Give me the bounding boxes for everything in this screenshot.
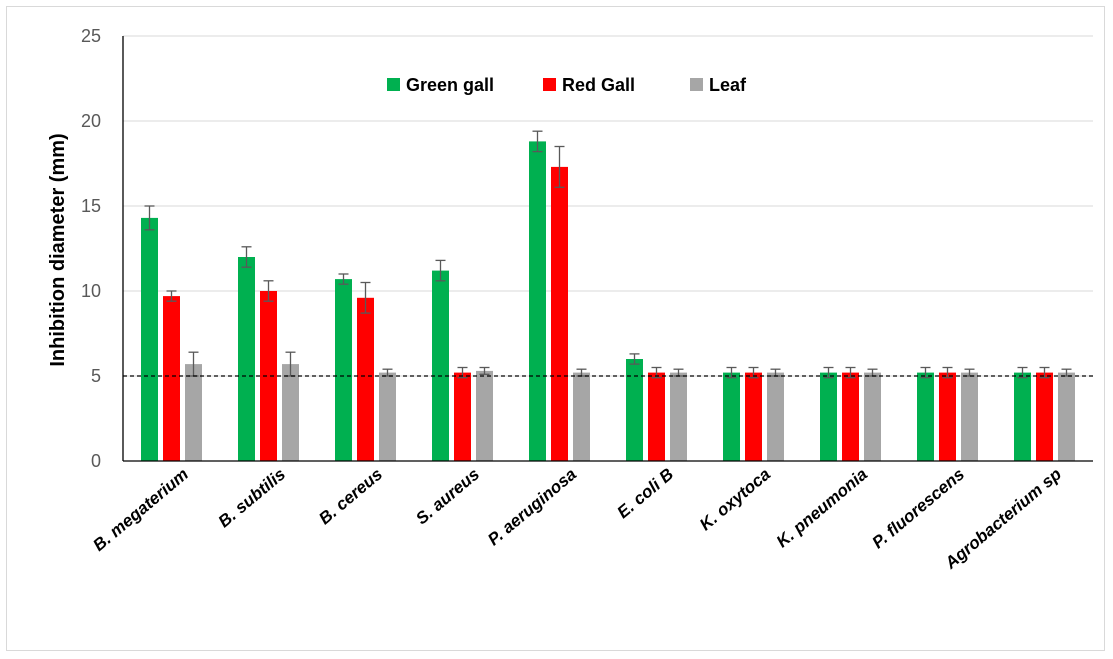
bar [842,372,859,461]
category-label: P. aeruginosa [484,465,580,550]
bar [723,372,740,461]
legend: Green gall Red Gall Leaf [387,75,747,95]
y-tick-label: 0 [91,451,101,471]
bar [379,372,396,461]
bar [648,372,665,461]
legend-swatch [543,78,556,91]
category-label: B. cereus [315,465,386,529]
bar [1014,372,1031,461]
bars [141,141,1075,461]
bar [357,297,374,461]
category-label: B. subtilis [215,465,289,532]
y-tick-label: 5 [91,366,101,386]
bar [260,291,277,461]
bar [864,372,881,461]
category-label: S. aureus [412,465,483,529]
bar [141,217,158,461]
bar [1036,372,1053,461]
bar [163,296,180,461]
category-label: P. fluorescens [869,465,969,553]
y-tick-label: 15 [81,196,101,216]
bar [185,364,202,461]
bar [820,372,837,461]
legend-label: Green gall [406,75,494,95]
category-label: B. megaterium [89,465,192,555]
bar [626,359,643,461]
y-tick-label: 10 [81,281,101,301]
bar [767,372,784,461]
y-axis-ticks: 0 5 10 15 20 25 [81,26,101,471]
category-label: E. coli B [613,465,677,523]
y-tick-label: 20 [81,111,101,131]
bar [917,372,934,461]
bar [282,364,299,461]
category-label: K. pneumonia [773,465,871,552]
bar [551,166,568,461]
y-tick-label: 25 [81,26,101,46]
bar [238,257,255,461]
chart-frame [6,6,1105,651]
bar [961,372,978,461]
bar [573,372,590,461]
bar [1058,372,1075,461]
y-axis-label: Inhibition diameter (mm) [47,133,69,366]
legend-swatch [387,78,400,91]
bar [939,372,956,461]
bar [670,372,687,461]
legend-label: Red Gall [562,75,635,95]
legend-swatch [690,78,703,91]
bar [454,372,471,461]
bar [529,141,546,461]
bar [335,279,352,461]
category-labels: B. megaterium B. subtilis B. cereus S. aure… [89,465,1065,574]
bar [476,370,493,461]
bar [745,372,762,461]
legend-label: Leaf [709,75,747,95]
category-label: K. oxytoca [696,465,774,535]
bar [432,270,449,461]
error-bars [144,130,1072,379]
